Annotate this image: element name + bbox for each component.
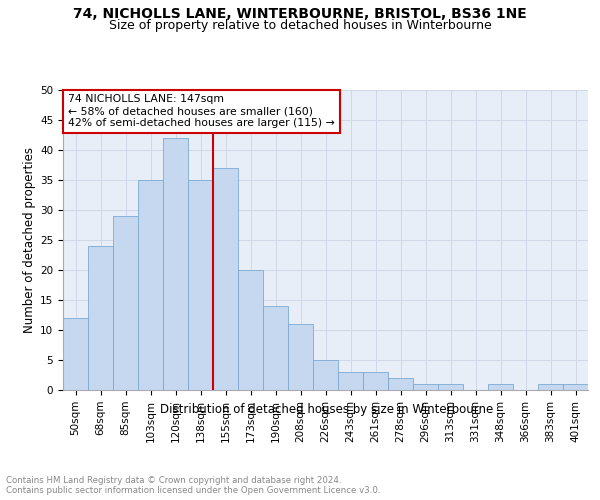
- Text: Size of property relative to detached houses in Winterbourne: Size of property relative to detached ho…: [109, 19, 491, 32]
- Bar: [238, 270, 263, 390]
- Bar: [538, 384, 563, 390]
- Bar: [188, 180, 213, 390]
- Bar: [263, 306, 288, 390]
- Bar: [413, 384, 438, 390]
- Text: 74 NICHOLLS LANE: 147sqm
← 58% of detached houses are smaller (160)
42% of semi-: 74 NICHOLLS LANE: 147sqm ← 58% of detach…: [68, 94, 335, 128]
- Bar: [388, 378, 413, 390]
- Bar: [438, 384, 463, 390]
- Y-axis label: Number of detached properties: Number of detached properties: [23, 147, 36, 333]
- Bar: [138, 180, 163, 390]
- Bar: [63, 318, 88, 390]
- Bar: [363, 372, 388, 390]
- Bar: [163, 138, 188, 390]
- Bar: [88, 246, 113, 390]
- Text: Distribution of detached houses by size in Winterbourne: Distribution of detached houses by size …: [160, 402, 494, 415]
- Bar: [563, 384, 588, 390]
- Bar: [213, 168, 238, 390]
- Text: Contains HM Land Registry data © Crown copyright and database right 2024.
Contai: Contains HM Land Registry data © Crown c…: [6, 476, 380, 495]
- Bar: [488, 384, 513, 390]
- Bar: [338, 372, 363, 390]
- Bar: [313, 360, 338, 390]
- Bar: [113, 216, 138, 390]
- Bar: [288, 324, 313, 390]
- Text: 74, NICHOLLS LANE, WINTERBOURNE, BRISTOL, BS36 1NE: 74, NICHOLLS LANE, WINTERBOURNE, BRISTOL…: [73, 8, 527, 22]
